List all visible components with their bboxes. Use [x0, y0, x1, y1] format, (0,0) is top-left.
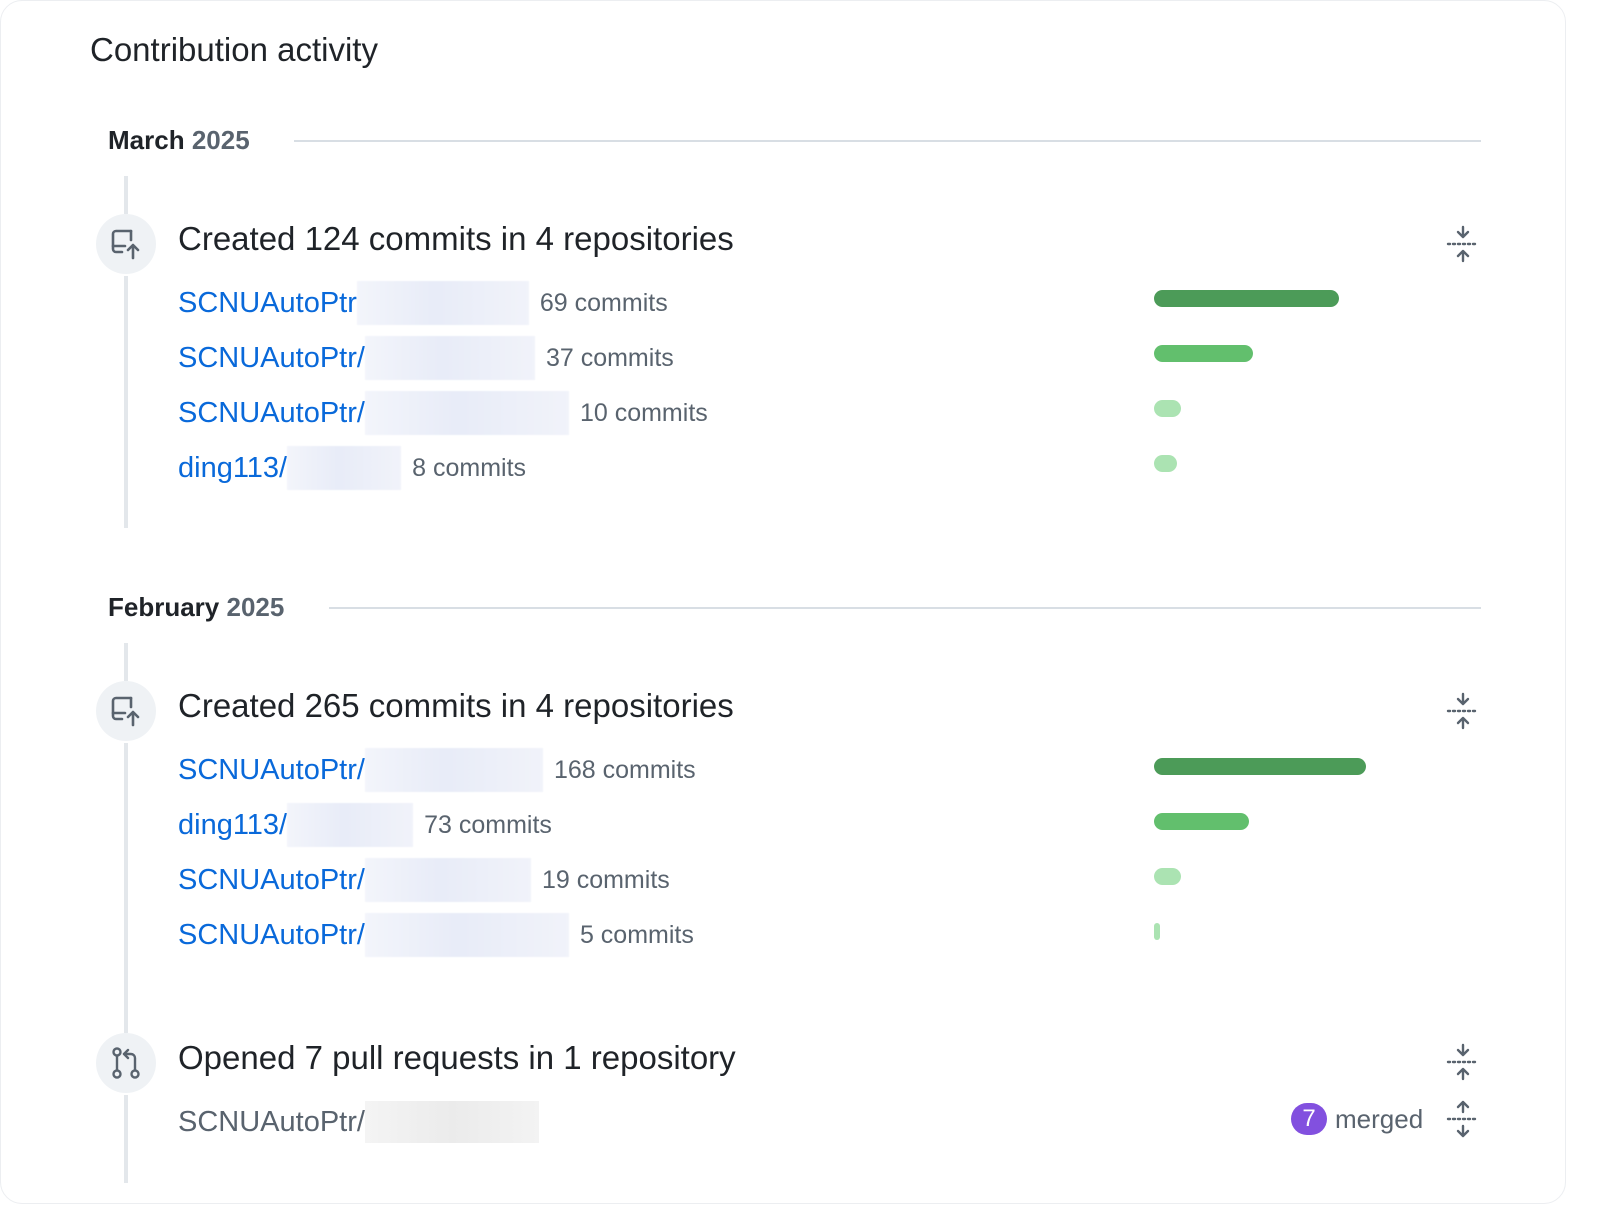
timeline-line: [124, 176, 128, 214]
month-year: 2025: [226, 592, 285, 622]
repo-push-icon: [96, 681, 156, 741]
redacted-repo-name: [364, 913, 569, 957]
redacted-repo-name: [356, 281, 529, 325]
repo-row: SCNUAutoPtr/: [178, 1099, 539, 1145]
repo-row: SCNUAutoPtr/ 168 commits: [178, 747, 696, 793]
unfold-icon[interactable]: [1446, 1100, 1480, 1138]
redacted-repo-name: [364, 858, 531, 902]
commit-count[interactable]: 37 commits: [545, 343, 674, 372]
activity-summary: Created 265 commits in 4 repositories: [178, 687, 734, 724]
repo-row: ding113/ 8 commits: [178, 445, 526, 491]
commit-share-bar: [1154, 345, 1253, 362]
commit-count[interactable]: 5 commits: [579, 920, 694, 949]
month-name: February: [108, 592, 220, 622]
timeline-line: [124, 643, 128, 681]
commit-share-bar: [1154, 923, 1160, 940]
repo-link[interactable]: SCNUAutoPtr: [178, 286, 357, 319]
fold-icon[interactable]: [1446, 692, 1480, 730]
repo-row: SCNUAutoPtr/ 10 commits: [178, 390, 708, 436]
redacted-repo-name: [364, 336, 535, 380]
month-heading-march: March 2025: [108, 125, 250, 156]
activity-summary: Created 124 commits in 4 repositories: [178, 220, 734, 257]
commit-count[interactable]: 69 commits: [539, 288, 668, 317]
commit-count[interactable]: 10 commits: [579, 398, 708, 427]
redacted-repo-name: [287, 803, 414, 847]
redacted-repo-name: [287, 446, 402, 490]
commit-count[interactable]: 168 commits: [553, 755, 696, 784]
git-pull-request-icon: [96, 1033, 156, 1093]
contribution-activity-card: Contribution activity March 2025 Created…: [0, 0, 1566, 1204]
repo-row: SCNUAutoPtr 69 commits: [178, 280, 668, 326]
redacted-repo-name: [364, 748, 543, 792]
activity-summary: Opened 7 pull requests in 1 repository: [178, 1039, 736, 1076]
section-title: Contribution activity: [90, 31, 378, 68]
repo-link[interactable]: SCNUAutoPtr/: [178, 918, 365, 951]
repo-row: SCNUAutoPtr/ 19 commits: [178, 857, 670, 903]
fold-icon[interactable]: [1446, 1043, 1480, 1081]
repo-name[interactable]: SCNUAutoPtr/: [178, 1105, 365, 1138]
fold-icon[interactable]: [1446, 225, 1480, 263]
repo-link[interactable]: SCNUAutoPtr/: [178, 753, 365, 786]
month-divider: [294, 140, 1481, 142]
repo-push-icon: [96, 214, 156, 274]
commit-share-bar: [1154, 290, 1339, 307]
commit-share-bar: [1154, 455, 1177, 472]
repo-link[interactable]: SCNUAutoPtr/: [178, 863, 365, 896]
commit-share-bar: [1154, 868, 1181, 885]
repo-row: SCNUAutoPtr/ 5 commits: [178, 912, 694, 958]
month-heading-february: February 2025: [108, 592, 284, 623]
merged-count-badge: 7: [1291, 1103, 1327, 1135]
timeline-line: [124, 743, 128, 1033]
redacted-repo-name: [364, 1101, 539, 1143]
commit-share-bar: [1154, 400, 1181, 417]
repo-row: ding113/ 73 commits: [178, 802, 552, 848]
commit-share-bar: [1154, 813, 1249, 830]
commit-share-bar: [1154, 758, 1366, 775]
redacted-repo-name: [364, 391, 569, 435]
commit-count[interactable]: 8 commits: [412, 453, 527, 482]
month-divider: [329, 607, 1481, 609]
timeline-line: [124, 1095, 128, 1183]
repo-link[interactable]: ding113/: [178, 808, 288, 841]
commit-count[interactable]: 19 commits: [541, 865, 670, 894]
repo-link[interactable]: ding113/: [178, 451, 288, 484]
timeline-line: [124, 276, 128, 528]
merged-status: 7 merged: [1291, 1103, 1423, 1135]
month-name: March: [108, 125, 185, 155]
merged-label: merged: [1335, 1103, 1424, 1134]
repo-link[interactable]: SCNUAutoPtr/: [178, 341, 365, 374]
commit-count[interactable]: 73 commits: [424, 810, 552, 839]
month-year: 2025: [191, 125, 250, 155]
repo-link[interactable]: SCNUAutoPtr/: [178, 396, 365, 429]
repo-row: SCNUAutoPtr/ 37 commits: [178, 335, 674, 381]
